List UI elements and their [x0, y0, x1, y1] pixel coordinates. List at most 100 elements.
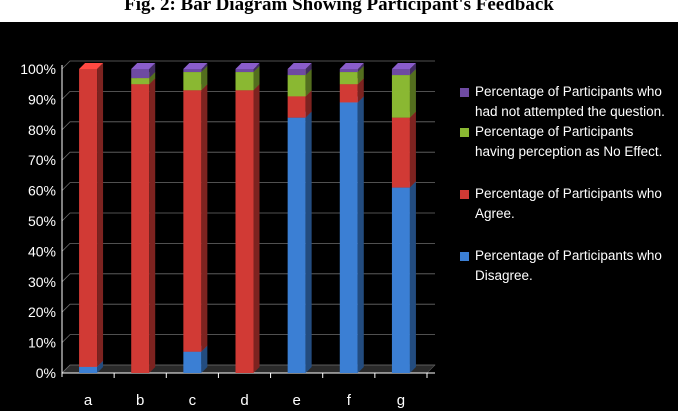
bar-segment-side: [409, 69, 416, 118]
bar-segment-side: [305, 63, 312, 76]
x-tick-label: f: [347, 392, 352, 409]
bar-segment-side: [357, 63, 364, 73]
bar-segment-side: [409, 63, 416, 76]
chart-title: Fig. 2: Bar Diagram Showing Participant'…: [124, 0, 554, 15]
y-tick-label: 10%: [28, 335, 56, 351]
y-tick-label: 0%: [36, 365, 56, 381]
gridline: [61, 182, 435, 191]
x-tick-label: c: [189, 392, 197, 409]
bar-segment-side: [253, 63, 260, 73]
legend-label: Percentage of Participants who had not a…: [475, 84, 665, 119]
bar-segment-top: [391, 63, 416, 69]
bar-segment-side: [305, 111, 312, 373]
legend-item: Percentage of Participants who Disagree.: [460, 246, 675, 286]
legend-swatch: [460, 190, 469, 199]
bar-segment: [183, 69, 202, 73]
gridline: [61, 212, 435, 222]
bar-segment: [235, 90, 254, 373]
bar-segment-side: [149, 72, 156, 85]
bar-segment-side: [305, 90, 312, 118]
bar-segment: [391, 69, 410, 76]
bar-segment-side: [97, 63, 104, 367]
bar-chart: 0% 10% 20% 30% 40% 50% 60% 70% 80% 90% 100% a b c d e f g: [20, 60, 436, 409]
bar-segment-side: [305, 69, 312, 97]
legend-item: Percentage of Participants who Agree.: [460, 184, 675, 224]
y-tick-label: 90%: [28, 91, 56, 107]
y-tick-label: 70%: [28, 152, 56, 168]
bar-segment: [131, 78, 150, 85]
bar-segment-side: [357, 96, 364, 373]
gridline: [61, 303, 435, 313]
y-tick-label: 80%: [28, 122, 56, 138]
bar-segment-top: [339, 63, 364, 69]
chart-legend: Percentage of Participants who had not a…: [460, 82, 675, 286]
bar-segment: [391, 75, 410, 118]
bar-segment-side: [201, 345, 208, 373]
legend-label: Percentage of Participants who Disagree.: [475, 248, 662, 283]
bar-segment: [235, 69, 254, 73]
bar-segment-side: [201, 66, 208, 91]
bar-segment: [339, 69, 358, 73]
bar-segment-side: [149, 63, 156, 79]
gridline: [61, 242, 435, 252]
x-tick-label: a: [84, 392, 93, 409]
gridline: [61, 151, 435, 161]
bar-segment: [287, 96, 306, 118]
bar-segment: [339, 84, 358, 103]
bar-segment-top: [183, 63, 208, 69]
bar-segment: [235, 72, 254, 91]
bar-segment: [183, 351, 202, 373]
gridline: [61, 121, 435, 131]
legend-swatch: [460, 252, 469, 261]
bar-segment-side: [201, 84, 208, 352]
bar-segment: [131, 84, 150, 373]
y-tick-label: 100%: [20, 61, 56, 77]
x-tick-label: e: [292, 392, 300, 409]
bar-segment: [339, 72, 358, 85]
bar-segment: [79, 366, 98, 373]
legend-label: Percentage of Participants who Agree.: [475, 186, 662, 221]
gridline: [61, 91, 435, 100]
bar-segment-side: [409, 111, 416, 188]
bar-segment: [287, 69, 306, 76]
legend-item: Percentage of Participants having percep…: [460, 122, 675, 162]
bar-segment-side: [201, 63, 208, 73]
bar-segment-side: [149, 78, 156, 373]
legend-swatch: [460, 128, 469, 137]
bar-segment-side: [357, 78, 364, 103]
bar-segment-top: [131, 63, 156, 69]
bar-segment: [183, 72, 202, 91]
y-tick-label: 50%: [28, 213, 56, 229]
gridline: [61, 273, 435, 283]
legend-item: Percentage of Participants who had not a…: [460, 82, 675, 122]
x-tick-label: g: [397, 392, 405, 409]
bar-segment: [131, 69, 150, 79]
x-tick-label: b: [136, 392, 144, 409]
bar-segment: [339, 102, 358, 373]
bar-segment: [287, 117, 306, 373]
bar-segment-top: [79, 63, 104, 69]
legend-label: Percentage of Participants having percep…: [475, 124, 663, 159]
bar-segment-side: [357, 66, 364, 85]
y-tick-label: 40%: [28, 243, 56, 259]
y-tick-label: 30%: [28, 274, 56, 290]
bar-segment-top: [235, 63, 260, 69]
bar-segment: [391, 187, 410, 373]
legend-swatch: [460, 88, 469, 97]
bar-segment: [79, 69, 98, 367]
bar-segment-side: [253, 84, 260, 373]
bar-segment-side: [409, 181, 416, 373]
x-tick-label: d: [240, 392, 248, 409]
bar-segment-side: [97, 360, 104, 373]
chart-panel: 0% 10% 20% 30% 40% 50% 60% 70% 80% 90% 100% a b c d e f g…: [0, 22, 678, 411]
gridline: [61, 334, 435, 343]
bar-segment: [287, 75, 306, 97]
gridline: [61, 364, 435, 374]
bar-segment: [183, 90, 202, 352]
bar-segment-top: [287, 63, 312, 69]
y-tick-label: 20%: [28, 304, 56, 320]
bar-segment-side: [253, 66, 260, 91]
y-tick-label: 60%: [28, 183, 56, 199]
bar-segment: [391, 117, 410, 188]
gridline: [61, 60, 435, 70]
